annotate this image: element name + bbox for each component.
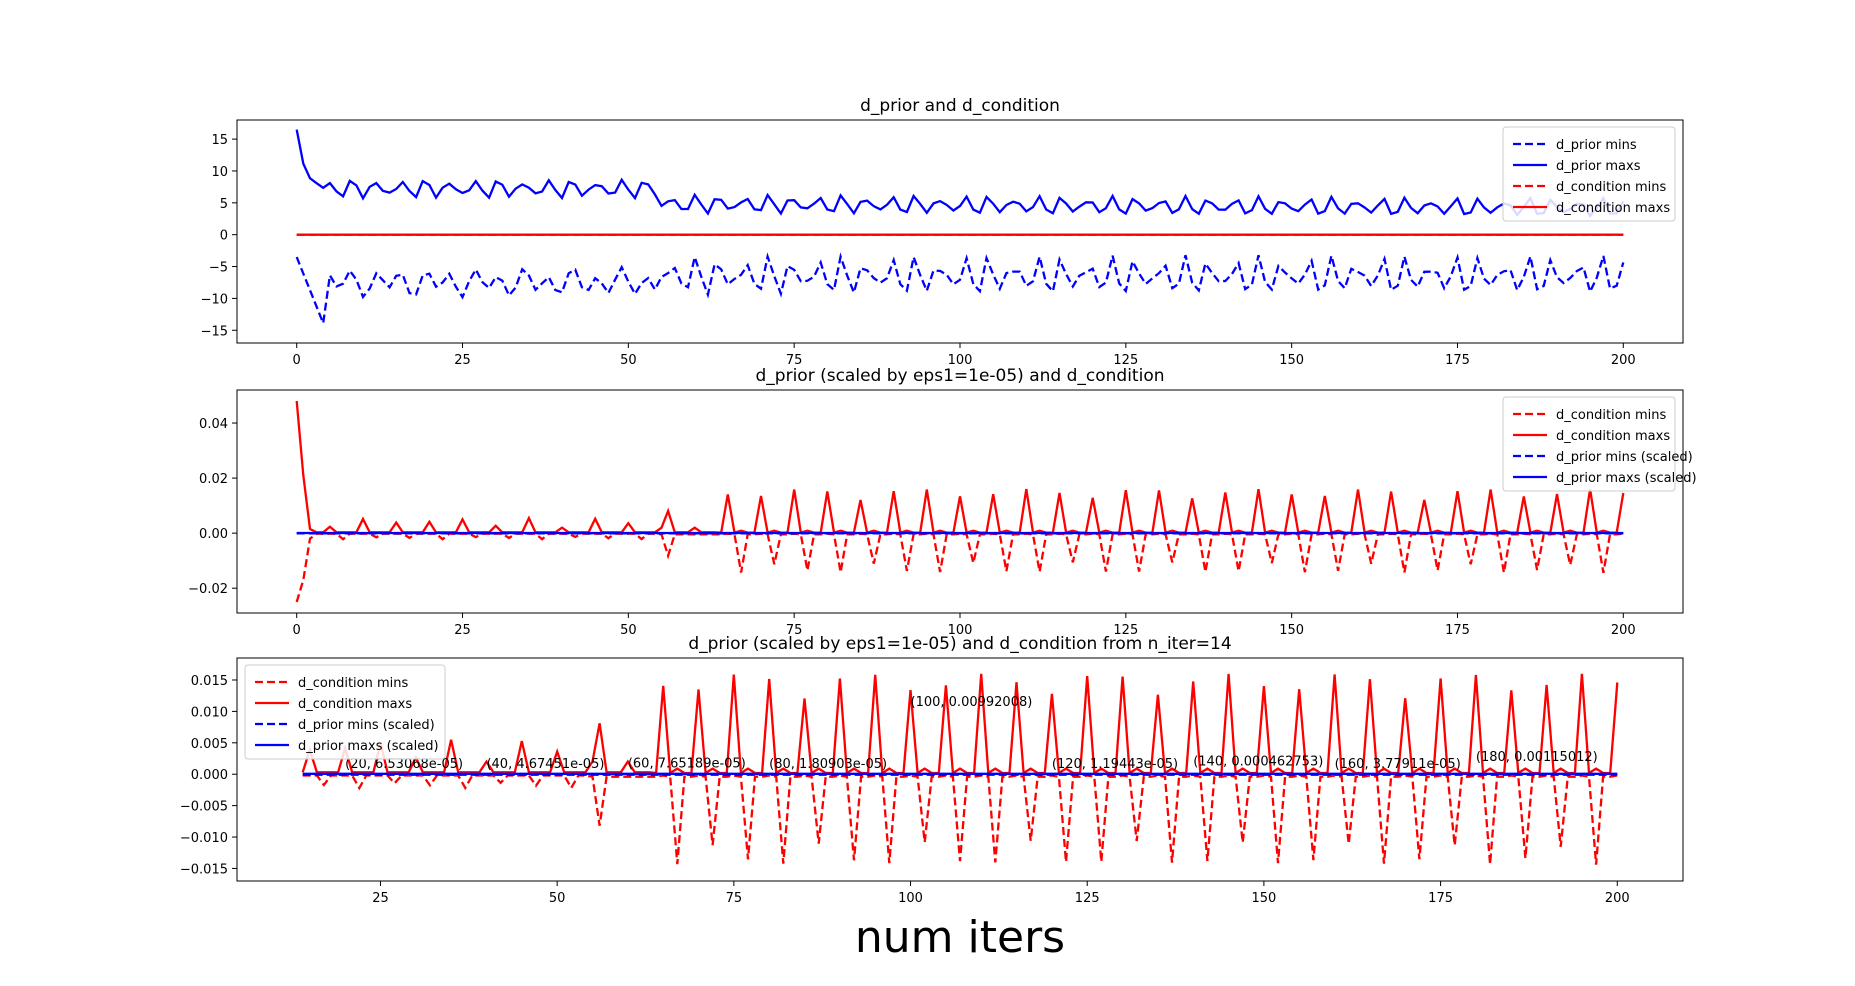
y-tick-label: −5: [209, 261, 228, 276]
y-tick-label: 0.00: [199, 527, 228, 542]
bottom-chart-panel: d_prior (scaled by eps1=1e-05) and d_con…: [180, 634, 1684, 906]
x-tick-label: 100: [948, 623, 973, 638]
legend-entry-label: d_condition maxs: [1556, 429, 1670, 444]
point-annotation: (180, 0.00115012): [1476, 750, 1598, 765]
x-tick-label: 175: [1445, 623, 1470, 638]
x-tick-label: 25: [454, 353, 471, 368]
series-line-cond-min: [295, 532, 1624, 603]
x-tick-label: 0: [293, 353, 301, 368]
x-tick-label: 150: [1251, 891, 1276, 906]
legend: d_condition mins d_condition maxs d_prior …: [244, 664, 446, 760]
y-tick-label: 0: [220, 229, 228, 244]
x-tick-label: 125: [1113, 353, 1138, 368]
y-tick-label: 0.02: [199, 472, 228, 487]
chart-title: d_prior (scaled by eps1=1e-05) and d_con…: [756, 366, 1165, 386]
legend-entry-label: d_condition maxs: [1556, 201, 1670, 216]
legend-entry-label: d_condition mins: [1556, 180, 1667, 195]
plot-frame: [236, 119, 1684, 344]
y-tick-label: 15: [211, 133, 228, 148]
x-tick-label: 75: [726, 891, 743, 906]
legend-entry-label: d_prior maxs (scaled): [298, 739, 439, 754]
x-tick-label: 175: [1428, 891, 1453, 906]
x-tick-label: 75: [786, 353, 803, 368]
chart-title: d_prior (scaled by eps1=1e-05) and d_con…: [688, 634, 1231, 654]
y-tick-label: 0.010: [191, 705, 228, 720]
y-tick-label: −0.005: [180, 800, 228, 815]
x-tick-label: 100: [898, 891, 923, 906]
series-line-prior-max: [295, 129, 1625, 218]
x-tick-label: 175: [1445, 353, 1470, 368]
point-annotation: (120, 1.19443e-05): [1052, 757, 1178, 772]
x-tick-label: 150: [1279, 623, 1304, 638]
x-tick-label: 25: [454, 623, 471, 638]
legend-entry-label: d_condition mins: [298, 676, 409, 691]
point-annotation: (40, 4.67451e-05): [486, 757, 604, 772]
x-tick-label: 200: [1611, 623, 1636, 638]
x-tick-label: 150: [1279, 353, 1304, 368]
y-tick-label: −0.02: [188, 582, 228, 597]
legend-entry-label: d_condition maxs: [298, 697, 412, 712]
legend-entry-label: d_condition mins: [1556, 408, 1667, 423]
legend-entry-label: d_prior maxs: [1556, 159, 1641, 174]
y-tick-label: 0.015: [191, 674, 228, 689]
legend-box: [1502, 396, 1676, 492]
x-tick-label: 50: [549, 891, 566, 906]
legend: d_condition mins d_condition maxs d_prior …: [1502, 396, 1697, 492]
legend: d_prior mins d_prior maxs d_condition mins…: [1502, 126, 1676, 222]
y-tick-label: 5: [220, 197, 228, 212]
point-annotation: (140, 0.000462753): [1193, 754, 1323, 769]
series-line-cond-min: [302, 774, 1618, 865]
series-line-prior-min: [295, 251, 1625, 328]
legend-entry-label: d_prior mins (scaled): [298, 718, 435, 733]
x-axis-label: num iters: [855, 912, 1065, 963]
x-tick-label: 75: [786, 623, 803, 638]
y-tick-label: −15: [201, 324, 228, 339]
chart-title: d_prior and d_condition: [860, 96, 1060, 116]
x-tick-label: 50: [620, 353, 637, 368]
y-tick-label: −0.015: [180, 862, 228, 877]
plot-frame: [236, 657, 1684, 882]
middle-chart-panel: d_prior (scaled by eps1=1e-05) and d_con…: [188, 366, 1696, 638]
y-tick-label: −10: [201, 292, 228, 307]
x-tick-label: 25: [372, 891, 389, 906]
legend-entry-label: d_prior maxs (scaled): [1556, 471, 1697, 486]
legend-entry-label: d_prior mins (scaled): [1556, 450, 1693, 465]
y-tick-label: 0.000: [191, 768, 228, 783]
point-annotation: (80, 1.80903e-05): [769, 757, 887, 772]
x-tick-label: 50: [620, 623, 637, 638]
series-line-cond-max: [295, 400, 1625, 535]
point-annotation: (160, 3.77911e-05): [1335, 757, 1461, 772]
x-tick-label: 200: [1605, 891, 1630, 906]
x-tick-label: 200: [1611, 353, 1636, 368]
x-tick-label: 0: [293, 623, 301, 638]
x-tick-label: 125: [1113, 623, 1138, 638]
y-tick-label: 0.005: [191, 737, 228, 752]
legend-box: [1502, 126, 1676, 222]
y-tick-label: 10: [211, 165, 228, 180]
point-annotation: (100, 0.00992008): [911, 695, 1033, 710]
x-tick-label: 100: [948, 353, 973, 368]
point-annotation: (20, 6.53068e-05): [345, 757, 463, 772]
y-tick-label: 0.04: [199, 417, 228, 432]
point-annotation: (60, 7.65189e-05): [628, 757, 746, 772]
x-tick-label: 125: [1075, 891, 1100, 906]
legend-box: [244, 664, 446, 760]
y-tick-label: −0.010: [180, 831, 228, 846]
legend-entry-label: d_prior mins: [1556, 138, 1637, 153]
